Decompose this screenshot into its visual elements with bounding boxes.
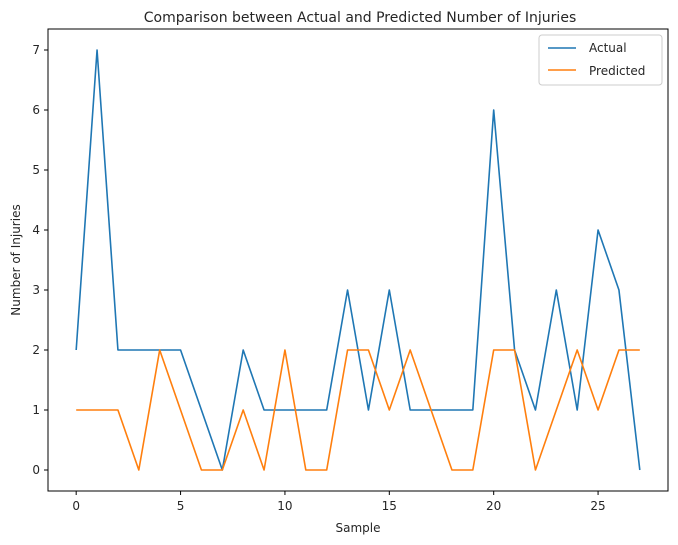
x-tick-label: 5 [177, 499, 185, 513]
y-tick-label: 1 [32, 403, 40, 417]
plot-frame [47, 28, 669, 492]
x-tick-label: 0 [72, 499, 80, 513]
y-tick-label: 4 [32, 223, 40, 237]
y-axis-label: Number of Injuries [9, 204, 23, 315]
x-axis-label: Sample [336, 521, 381, 535]
x-tick-label: 15 [382, 499, 397, 513]
y-axis: 0 1 2 3 4 5 6 7 [32, 43, 48, 477]
y-tick-label: 0 [32, 463, 40, 477]
series-line-predicted [76, 349, 640, 471]
series-layer [75, 49, 641, 471]
legend-label-predicted: Predicted [589, 64, 645, 78]
y-tick-label: 7 [32, 43, 40, 57]
legend-label-actual: Actual [589, 41, 627, 55]
y-tick-label: 3 [32, 283, 40, 297]
y-tick-label: 6 [32, 103, 40, 117]
y-tick-label: 5 [32, 163, 40, 177]
x-axis: 0 5 10 15 20 25 [72, 491, 606, 513]
x-tick-label: 25 [590, 499, 605, 513]
x-tick-label: 10 [277, 499, 292, 513]
legend: Actual Predicted [538, 34, 663, 86]
chart-title: Comparison between Actual and Predicted … [144, 10, 576, 26]
y-tick-label: 2 [32, 343, 40, 357]
x-tick-label: 20 [486, 499, 501, 513]
